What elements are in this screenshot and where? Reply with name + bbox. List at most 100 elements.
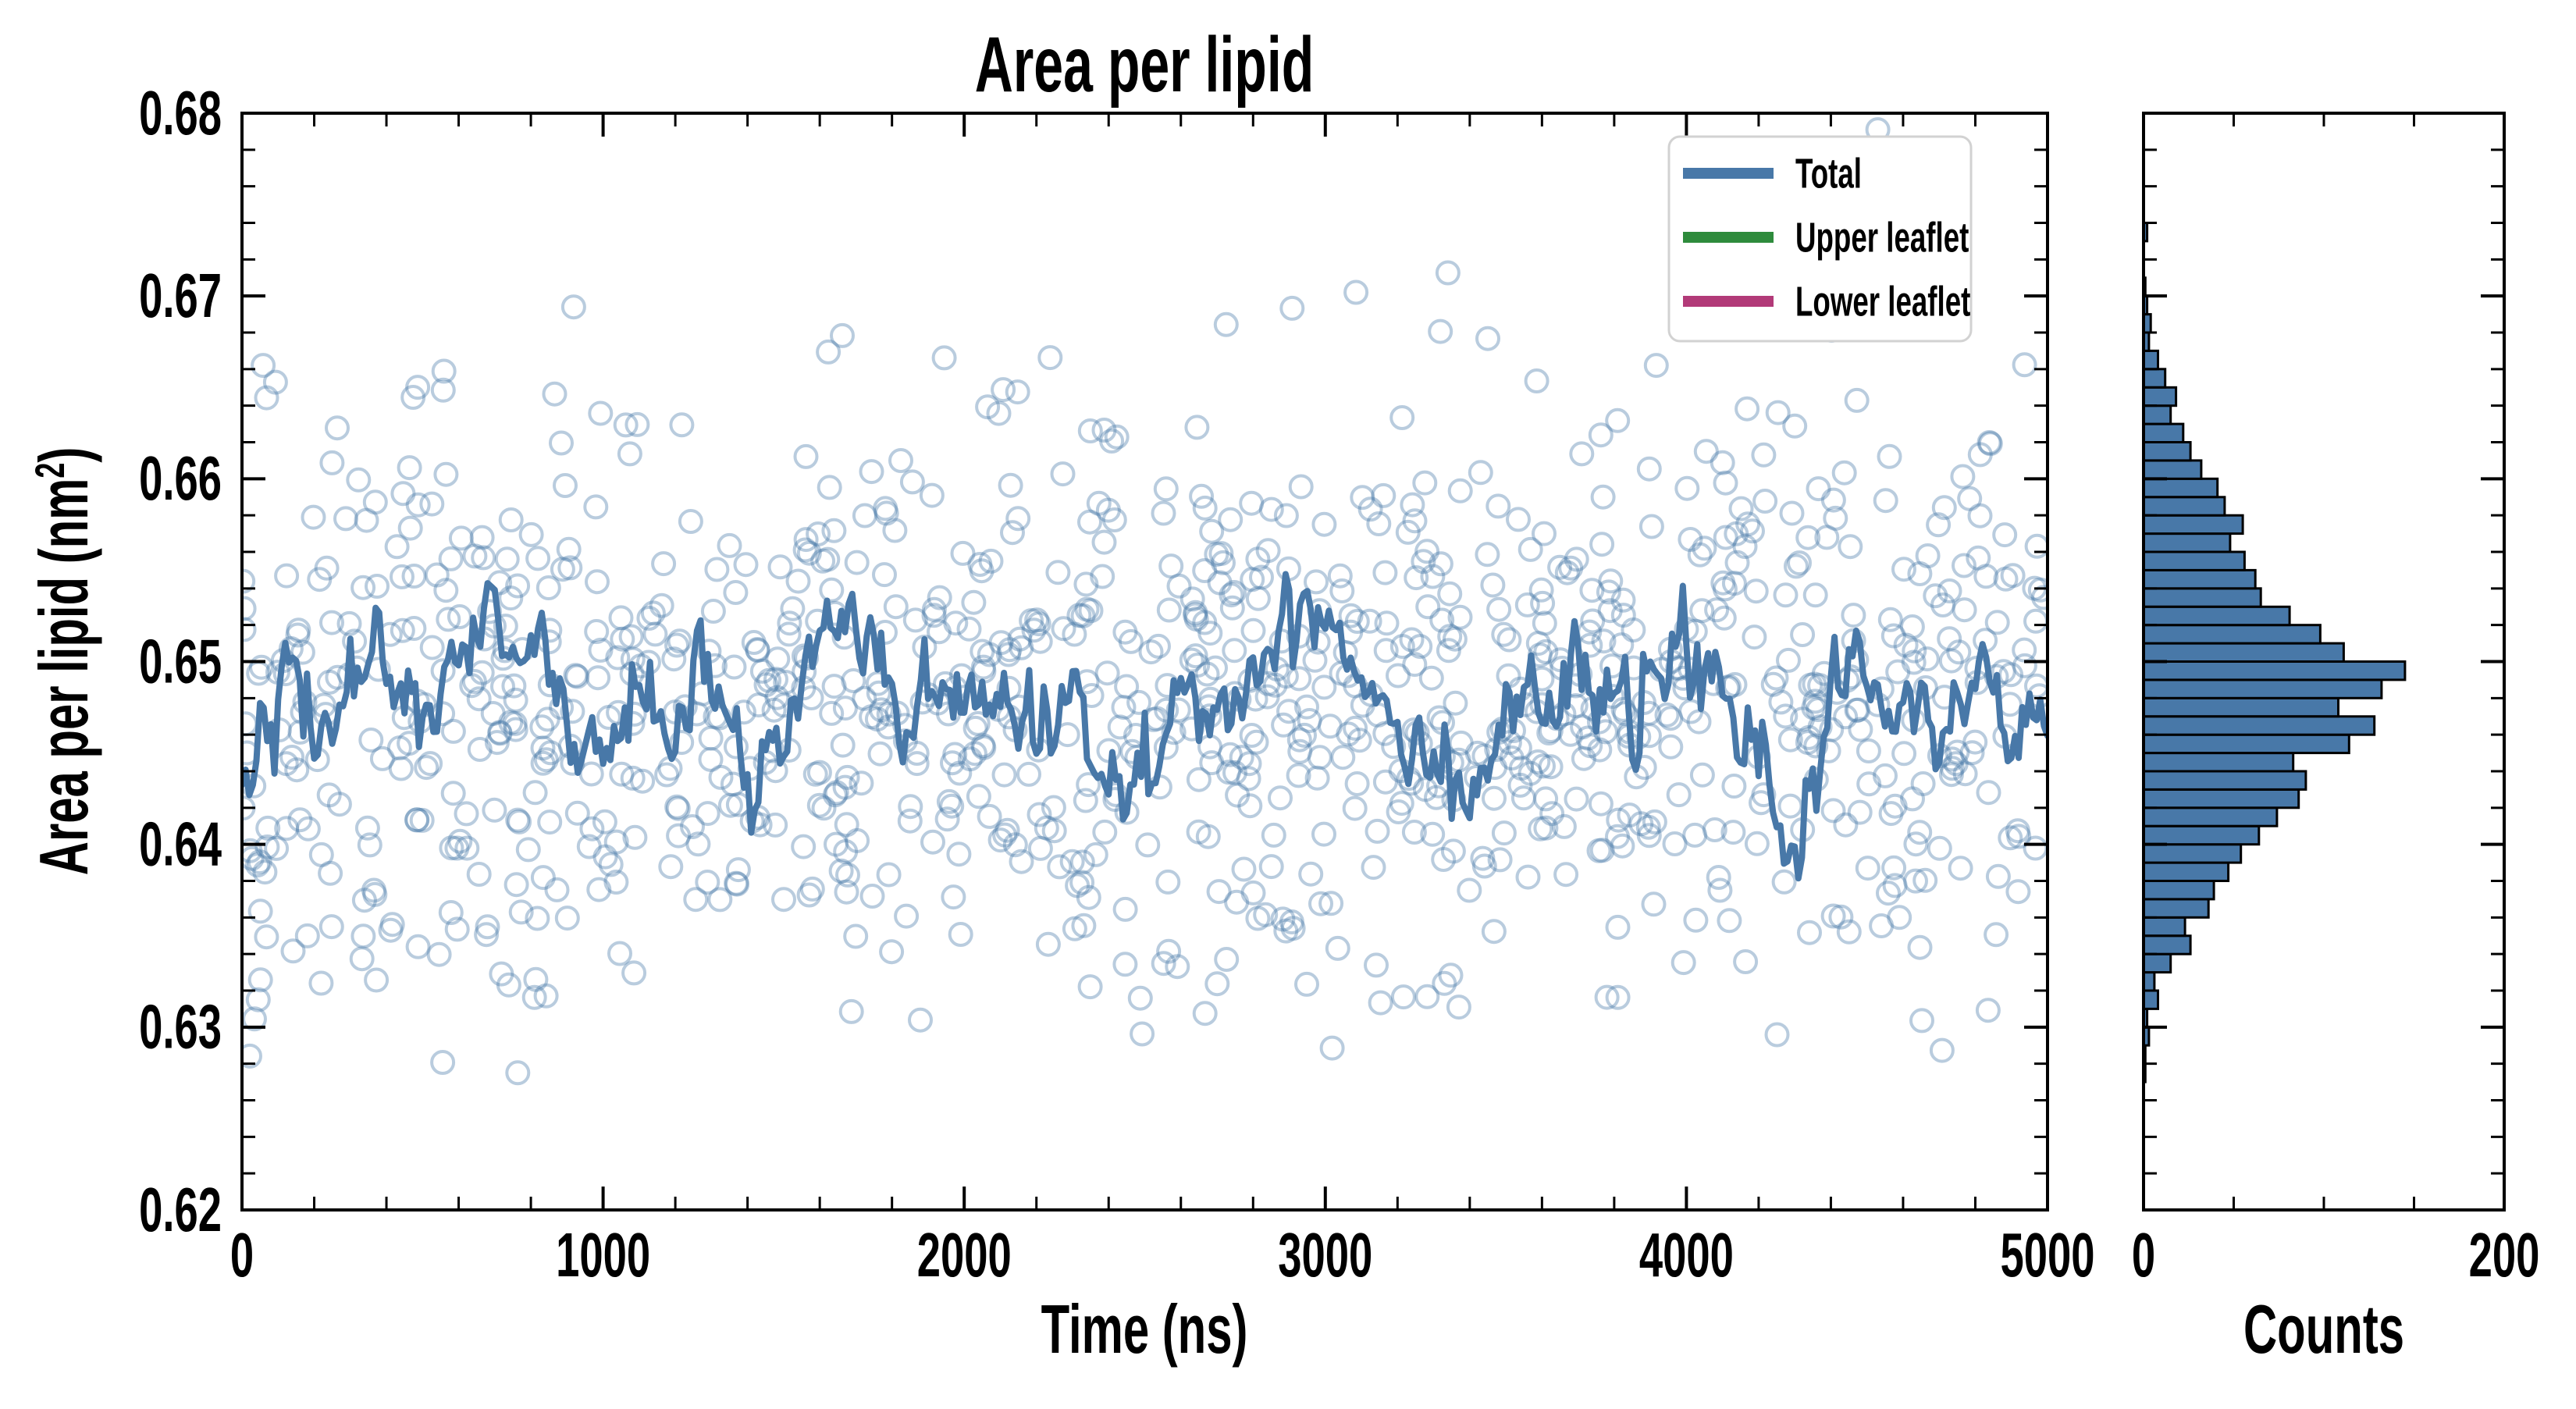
scatter-point bbox=[1261, 822, 1286, 848]
scatter-point bbox=[1578, 733, 1603, 759]
scatter-point bbox=[1404, 565, 1429, 591]
scatter-point bbox=[1976, 780, 2001, 806]
scatter-point bbox=[1993, 566, 2019, 592]
scatter-point bbox=[771, 887, 796, 913]
scatter-point bbox=[401, 564, 427, 589]
scatter-point bbox=[549, 430, 574, 456]
scatter-point bbox=[1751, 782, 1777, 808]
scatter-point bbox=[349, 946, 375, 972]
scatter-point bbox=[2024, 673, 2048, 699]
histogram-bar bbox=[2144, 459, 2203, 480]
scatter-point bbox=[533, 747, 559, 773]
scatter-point bbox=[1127, 985, 1153, 1011]
scatter-point bbox=[603, 870, 629, 895]
scatter-point bbox=[1166, 573, 1192, 599]
scatter-point bbox=[1357, 496, 1383, 522]
scatter-point bbox=[1587, 737, 1613, 763]
legend-label-upper-leaflet: Upper leaflet bbox=[1795, 214, 1969, 262]
total-line bbox=[242, 571, 2048, 882]
scatter-point bbox=[1414, 539, 1440, 564]
scatter-point bbox=[1844, 697, 1870, 723]
scatter-point bbox=[1307, 745, 1332, 770]
scatter-point bbox=[1801, 695, 1827, 721]
scatter-point bbox=[1689, 762, 1715, 788]
scatter-point bbox=[1724, 550, 1750, 575]
y-tick-label: 0.67 bbox=[139, 262, 222, 331]
scatter-point bbox=[1222, 760, 1247, 785]
scatter-point bbox=[1189, 483, 1215, 509]
scatter-point bbox=[1977, 431, 2003, 457]
scatter-point bbox=[505, 807, 531, 833]
scatter-point bbox=[1154, 697, 1179, 723]
scatter-point bbox=[832, 696, 858, 721]
scatter-point bbox=[1482, 785, 1507, 811]
scatter-point bbox=[970, 639, 995, 664]
scatter-point bbox=[496, 972, 521, 998]
scatter-point bbox=[816, 339, 841, 365]
scatter-point-outlier bbox=[1343, 279, 1369, 305]
scatter-point bbox=[1654, 702, 1680, 728]
scatter-point bbox=[622, 824, 648, 850]
scatter-point bbox=[1530, 590, 1556, 616]
scatter-point bbox=[1077, 418, 1103, 443]
scatter-point bbox=[537, 809, 563, 835]
scatter-point bbox=[505, 1060, 531, 1086]
scatter-point bbox=[1336, 721, 1361, 747]
scatter-point bbox=[1468, 460, 1493, 486]
scatter-point bbox=[1420, 564, 1446, 589]
scatter-point bbox=[2012, 637, 2037, 663]
scatter-point bbox=[1402, 508, 1428, 534]
x-tick-label: 5000 bbox=[2001, 1221, 2095, 1290]
scatter-point bbox=[1710, 570, 1736, 596]
scatter-point bbox=[1496, 627, 1522, 653]
scatter-point bbox=[1814, 525, 1840, 550]
scatter-point bbox=[498, 507, 524, 532]
scatter-point bbox=[1448, 730, 1474, 756]
scatter-point bbox=[515, 837, 541, 863]
scatter-point bbox=[336, 610, 362, 636]
scatter-point bbox=[1244, 729, 1269, 755]
scatter-point bbox=[1959, 740, 1985, 766]
scatter-point bbox=[317, 669, 342, 695]
scatter-point bbox=[943, 610, 969, 636]
scatter-point bbox=[1728, 496, 1754, 521]
scatter-point bbox=[1386, 663, 1411, 688]
scatter-point bbox=[725, 857, 751, 883]
scatter-point bbox=[533, 983, 559, 1009]
scatter-point bbox=[1706, 865, 1731, 890]
scatter-point bbox=[773, 670, 799, 695]
scatter-point bbox=[824, 831, 849, 857]
scatter-point bbox=[1732, 534, 1758, 560]
scatter-point bbox=[658, 854, 684, 880]
scatter-point bbox=[1047, 854, 1073, 880]
x-tick-label: 0 bbox=[230, 1221, 254, 1290]
scatter-point bbox=[1782, 413, 1808, 439]
scatter-point bbox=[763, 667, 788, 692]
scatter-point bbox=[535, 706, 560, 732]
scatter-point bbox=[821, 674, 847, 699]
scatter-point bbox=[620, 765, 646, 791]
scatter-point bbox=[1386, 799, 1411, 824]
scatter-point bbox=[584, 619, 610, 644]
scatter-point bbox=[1823, 505, 1848, 531]
scatter-point bbox=[1900, 786, 1925, 812]
scatter-point bbox=[998, 472, 1023, 498]
histogram-bars bbox=[2144, 222, 2407, 1083]
scatter-point bbox=[811, 795, 837, 821]
scatter-point bbox=[1179, 586, 1205, 612]
scatter-point bbox=[579, 816, 605, 841]
scatter-point bbox=[1976, 430, 2002, 455]
scatter-point bbox=[1203, 655, 1228, 681]
scatter-point bbox=[1628, 811, 1654, 837]
scatter-point bbox=[1907, 561, 1933, 586]
scatter-point bbox=[956, 616, 982, 642]
scatter-point bbox=[405, 375, 431, 400]
scatter-point bbox=[1717, 908, 1742, 934]
scatter-point bbox=[864, 706, 890, 732]
scatter-point bbox=[1610, 587, 1636, 613]
scatter-point bbox=[294, 923, 320, 948]
scatter-point bbox=[1471, 853, 1497, 879]
scatter-point bbox=[1836, 919, 1862, 945]
scatter-point bbox=[1213, 311, 1239, 337]
scatter-point bbox=[1841, 603, 1866, 628]
